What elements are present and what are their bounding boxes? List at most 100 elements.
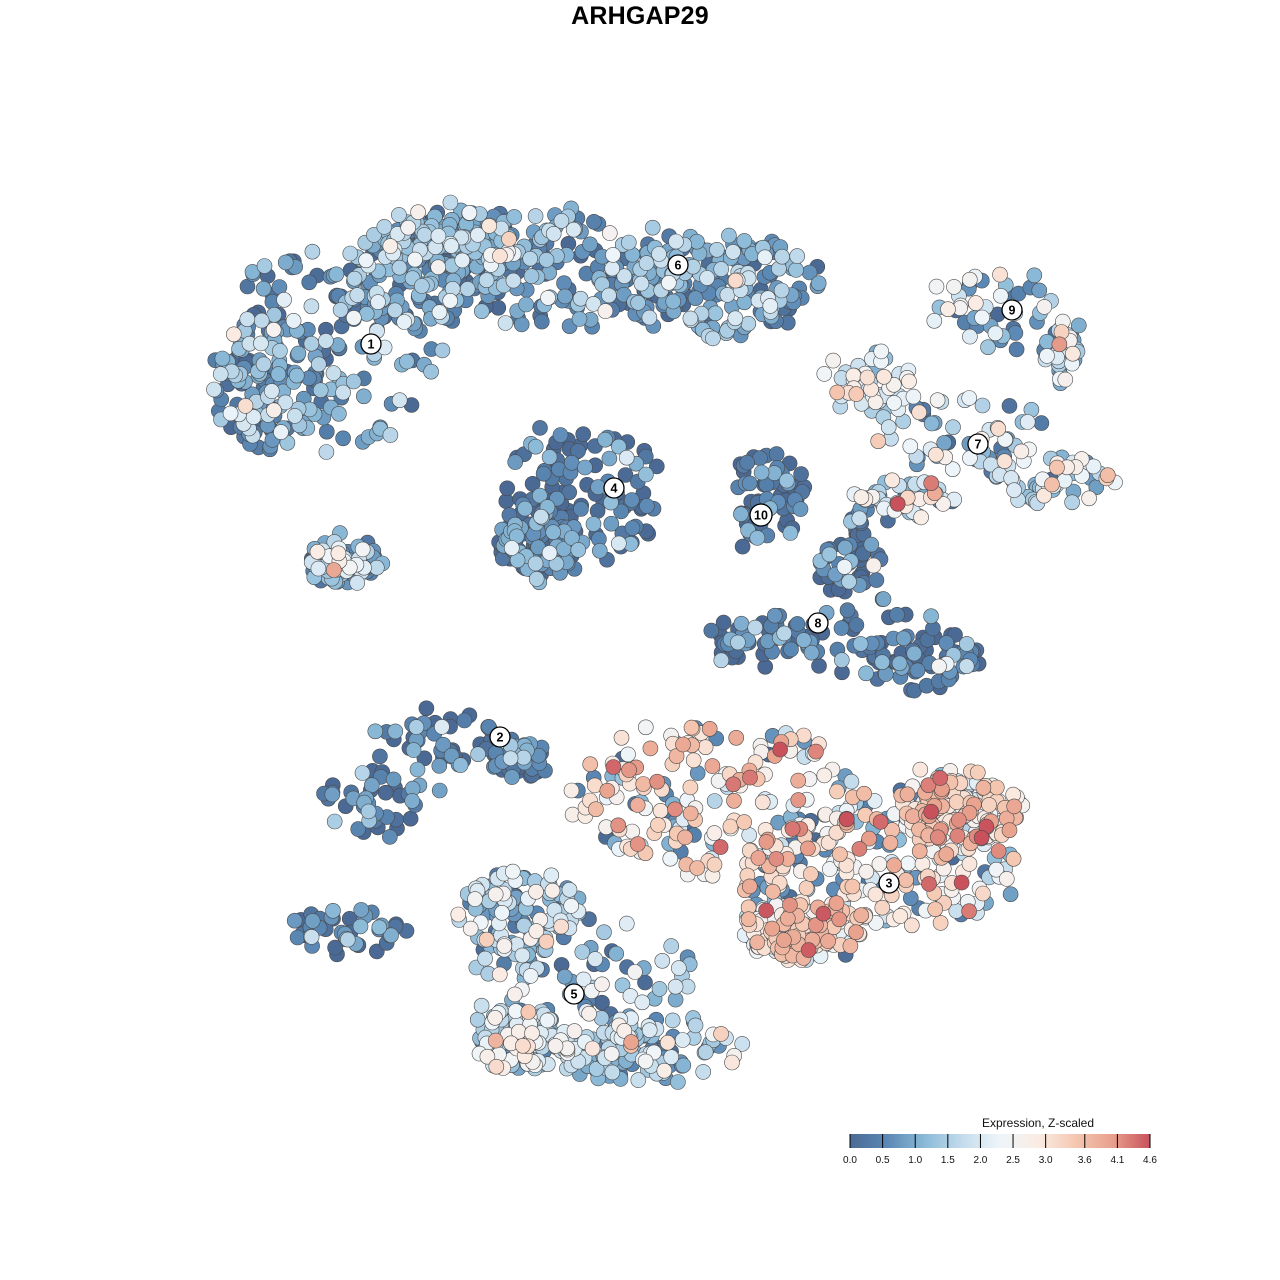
data-point <box>975 779 992 796</box>
data-point <box>418 700 435 717</box>
data-point <box>1036 487 1052 504</box>
data-point <box>858 665 874 682</box>
data-point <box>969 764 986 781</box>
data-point <box>545 226 562 242</box>
data-point <box>402 810 419 827</box>
data-point <box>527 208 544 224</box>
data-point <box>1019 414 1036 430</box>
data-point <box>803 644 820 661</box>
data-point <box>635 776 652 792</box>
cluster-label-text: 5 <box>571 988 578 1002</box>
data-point <box>630 1072 647 1088</box>
data-point <box>324 786 341 803</box>
data-point <box>740 911 757 928</box>
data-point <box>1002 886 1019 903</box>
data-point <box>721 227 737 244</box>
data-point <box>899 786 916 803</box>
data-point <box>816 767 833 784</box>
data-point <box>750 850 767 866</box>
data-point <box>903 917 920 934</box>
data-point <box>837 539 853 556</box>
data-point <box>778 472 795 489</box>
data-point <box>371 919 388 936</box>
data-point <box>911 843 928 860</box>
data-point <box>391 392 408 409</box>
data-point <box>413 278 430 294</box>
data-point <box>574 944 591 960</box>
data-point <box>1005 850 1022 867</box>
data-point <box>790 772 807 789</box>
data-point <box>704 758 721 774</box>
data-point <box>318 423 335 440</box>
data-point <box>724 1054 740 1071</box>
data-point <box>1071 317 1087 334</box>
data-point <box>524 475 541 492</box>
data-point <box>504 863 521 880</box>
data-point <box>705 330 721 347</box>
data-point <box>596 924 612 941</box>
data-point <box>709 242 725 258</box>
cluster-label-text: 2 <box>497 731 504 745</box>
data-point <box>496 938 513 954</box>
data-point <box>633 275 650 292</box>
data-point <box>623 492 640 508</box>
data-point <box>873 343 890 360</box>
data-point <box>533 313 550 330</box>
data-point <box>764 920 781 937</box>
data-point <box>758 834 775 850</box>
data-point <box>377 784 394 801</box>
data-point <box>620 746 636 763</box>
data-point <box>604 260 621 277</box>
cluster-label-9: 9 <box>1001 299 1023 321</box>
data-point <box>407 251 423 268</box>
data-point <box>719 287 736 303</box>
data-point <box>667 801 683 818</box>
data-point <box>932 770 949 786</box>
colorbar-tick-label: 2.5 <box>1006 1155 1020 1166</box>
data-point <box>789 616 806 632</box>
data-point <box>335 430 351 447</box>
data-point <box>517 500 533 517</box>
data-point <box>782 897 798 913</box>
data-point <box>793 466 809 482</box>
data-point <box>992 266 1008 283</box>
data-point <box>617 467 634 483</box>
colorbar-legend: Expression, Z-scaled 0.0 0.5 1.0 1.5 2.0 2.5 3… <box>843 1116 1157 1166</box>
data-point <box>326 813 343 830</box>
colorbar-tick-label: 3.6 <box>1078 1155 1092 1166</box>
data-point <box>501 231 517 247</box>
data-point <box>575 971 592 988</box>
data-point <box>325 562 342 578</box>
data-point <box>456 712 473 729</box>
data-point <box>605 247 621 263</box>
data-point <box>538 933 555 950</box>
data-point <box>276 291 292 308</box>
data-point <box>906 645 923 662</box>
data-point <box>400 219 417 236</box>
data-point <box>1033 415 1050 431</box>
data-point <box>478 272 495 289</box>
data-point <box>624 520 641 536</box>
data-point <box>874 654 891 671</box>
colorbar-title: Expression, Z-scaled <box>982 1116 1094 1130</box>
data-point <box>491 966 508 983</box>
data-point <box>360 803 377 820</box>
data-point <box>928 446 944 463</box>
data-point <box>277 254 294 271</box>
data-point <box>591 542 608 559</box>
data-point <box>861 830 877 847</box>
data-point <box>815 905 832 922</box>
data-point <box>670 960 687 976</box>
data-point <box>725 244 741 260</box>
data-point <box>561 881 578 898</box>
data-point <box>725 776 742 793</box>
data-point <box>454 252 471 269</box>
data-point <box>539 1012 556 1029</box>
data-point <box>644 219 661 236</box>
data-point <box>528 923 545 939</box>
data-point <box>372 748 388 765</box>
data-point <box>479 1048 496 1065</box>
data-point <box>825 352 842 369</box>
data-point <box>477 950 493 967</box>
data-point <box>783 641 799 658</box>
